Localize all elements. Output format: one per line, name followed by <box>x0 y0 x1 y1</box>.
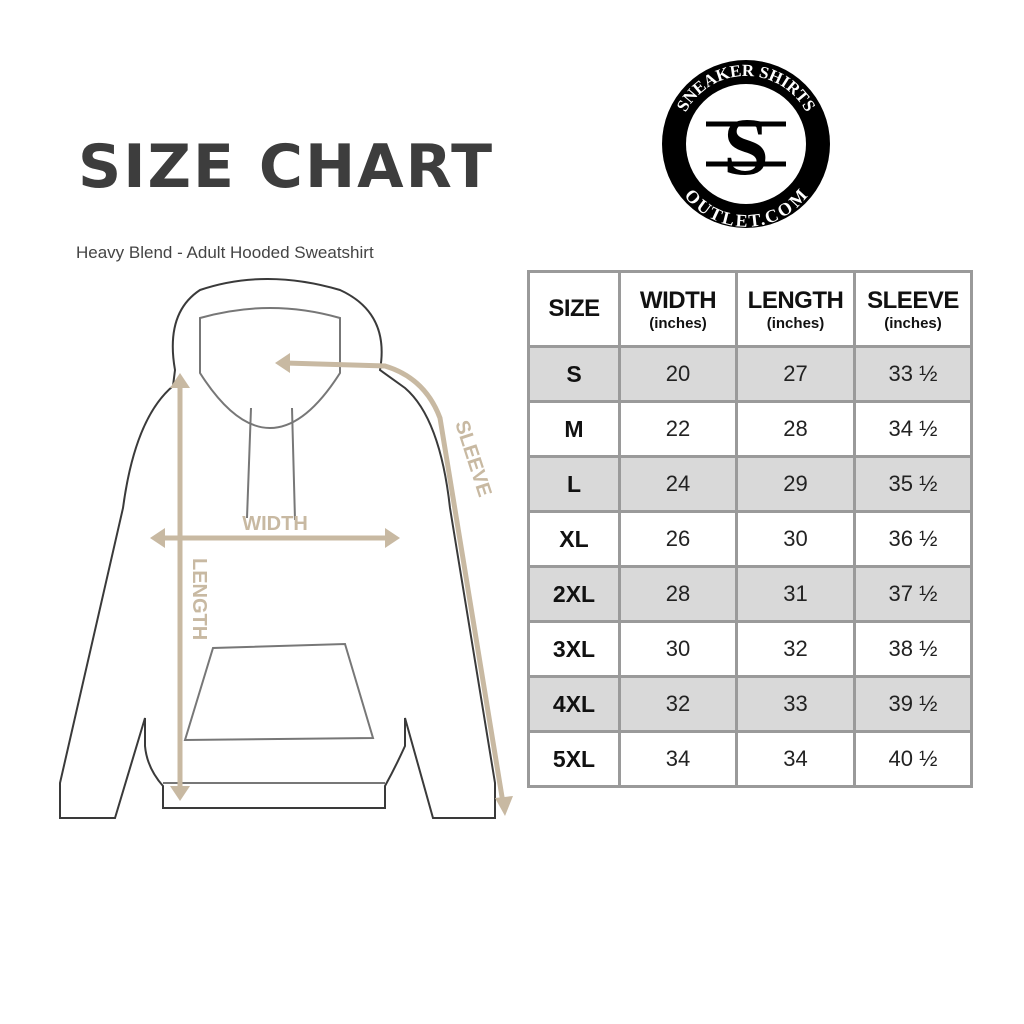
width-cell: 30 <box>618 620 738 678</box>
product-subtitle: Heavy Blend - Adult Hooded Sweatshirt <box>76 243 374 262</box>
length-cell: 27 <box>735 345 856 403</box>
size-cell: S <box>527 345 621 403</box>
width-cell: 20 <box>618 345 738 403</box>
size-cell: 4XL <box>527 675 621 733</box>
sleeve-cell: 40 ½ <box>853 730 973 788</box>
table-row: S 20 27 33 ½ <box>527 345 973 403</box>
width-cell: 24 <box>618 455 738 513</box>
sleeve-cell: 36 ½ <box>853 510 973 568</box>
width-cell: 26 <box>618 510 738 568</box>
width-cell: 32 <box>618 675 738 733</box>
width-cell: 34 <box>618 730 738 788</box>
page-title: SIZE CHART <box>78 132 495 202</box>
length-cell: 29 <box>735 455 856 513</box>
length-cell: 28 <box>735 400 856 458</box>
length-cell: 31 <box>735 565 856 623</box>
size-cell: XL <box>527 510 621 568</box>
length-cell: 30 <box>735 510 856 568</box>
sleeve-cell: 34 ½ <box>853 400 973 458</box>
size-table: SIZE WIDTH (inches) LENGTH (inches) SLEEVE… <box>527 270 973 788</box>
sleeve-cell: 35 ½ <box>853 455 973 513</box>
table-row: 3XL 30 32 38 ½ <box>527 620 973 678</box>
sleeve-cell: 33 ½ <box>853 345 973 403</box>
size-cell: M <box>527 400 621 458</box>
table-row: XL 26 30 36 ½ <box>527 510 973 568</box>
header-size: SIZE <box>527 270 621 348</box>
length-cell: 34 <box>735 730 856 788</box>
length-cell: 32 <box>735 620 856 678</box>
length-cell: 33 <box>735 675 856 733</box>
width-cell: 22 <box>618 400 738 458</box>
svg-text:S: S <box>723 101 769 192</box>
header-length: LENGTH (inches) <box>735 270 856 348</box>
length-label: LENGTH <box>188 558 210 640</box>
sleeve-cell: 38 ½ <box>853 620 973 678</box>
table-row: 4XL 32 33 39 ½ <box>527 675 973 733</box>
table-row: M 22 28 34 ½ <box>527 400 973 458</box>
header-sleeve: SLEEVE (inches) <box>853 270 973 348</box>
header-width: WIDTH (inches) <box>618 270 738 348</box>
size-cell: 5XL <box>527 730 621 788</box>
table-header-row: SIZE WIDTH (inches) LENGTH (inches) SLEEVE… <box>527 270 973 348</box>
width-cell: 28 <box>618 565 738 623</box>
width-label: WIDTH <box>242 513 308 535</box>
sleeve-cell: 39 ½ <box>853 675 973 733</box>
size-cell: L <box>527 455 621 513</box>
sleeve-label: SLEEVE <box>450 418 495 500</box>
table-row: 2XL 28 31 37 ½ <box>527 565 973 623</box>
hoodie-diagram: WIDTH LENGTH SLEEVE <box>59 278 513 819</box>
sleeve-cell: 37 ½ <box>853 565 973 623</box>
table-row: L 24 29 35 ½ <box>527 455 973 513</box>
table-row: 5XL 34 34 40 ½ <box>527 730 973 788</box>
size-cell: 3XL <box>527 620 621 678</box>
brand-logo: SNEAKER SHIRTS OUTLET.COM S <box>662 60 830 230</box>
size-cell: 2XL <box>527 565 621 623</box>
